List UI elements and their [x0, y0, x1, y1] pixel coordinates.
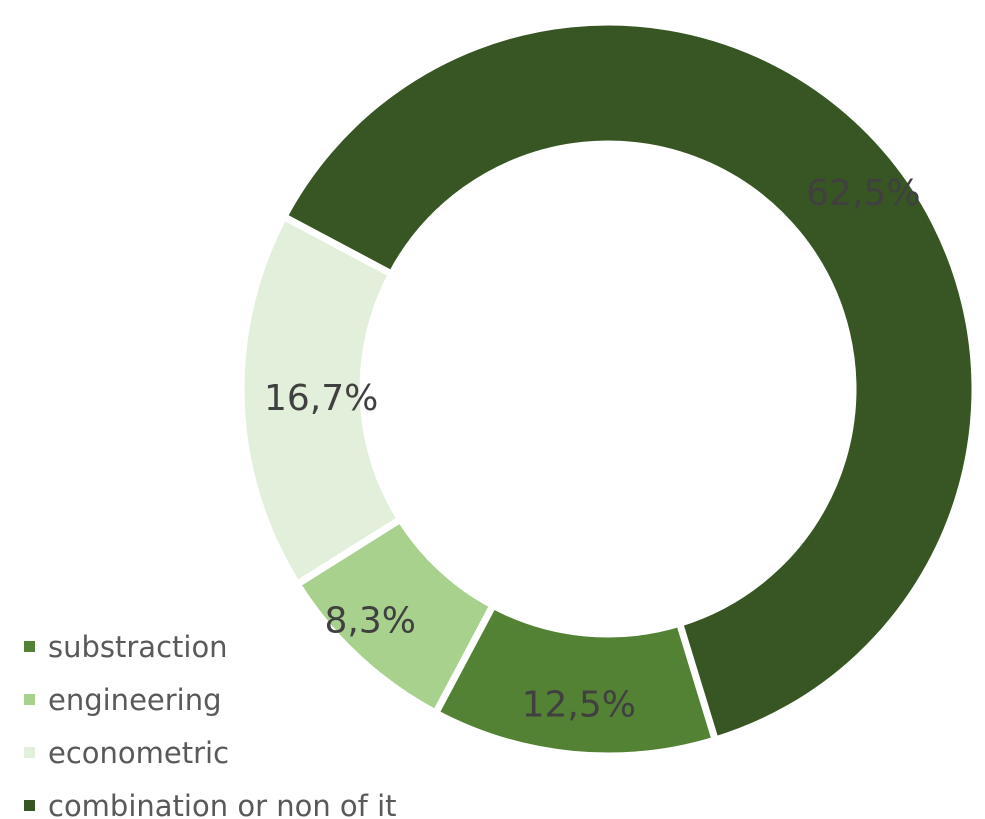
legend-swatch-combination	[24, 800, 35, 811]
data-label-econometric: 16,7%	[264, 378, 378, 419]
data-label-substraction: 12,5%	[522, 685, 636, 726]
donut-slice-econometric	[237, 211, 406, 589]
legend-label-combination: combination or non of it	[48, 788, 397, 819]
data-label-combination: 62,5%	[806, 173, 920, 214]
donut-data-labels: 12,5% 8,3% 16,7% 62,5%	[264, 173, 921, 726]
legend-swatch-econometric	[24, 747, 35, 758]
donut-slices	[237, 18, 979, 760]
donut-slice-combination	[279, 18, 979, 745]
legend-item-econometric: econometric	[24, 726, 397, 779]
legend-swatch-engineering	[24, 694, 35, 705]
chart-legend: substraction engineering econometric com…	[24, 620, 397, 819]
data-label-engineering: 8,3%	[324, 600, 415, 641]
legend-item-substraction: substraction	[24, 620, 397, 673]
legend-label-econometric: econometric	[48, 735, 230, 770]
legend-label-engineering: engineering	[48, 682, 222, 717]
legend-item-engineering: engineering	[24, 673, 397, 726]
legend-label-substraction: substraction	[48, 629, 228, 664]
legend-swatch-substraction	[24, 641, 35, 652]
legend-item-combination: combination or non of it	[24, 779, 397, 819]
